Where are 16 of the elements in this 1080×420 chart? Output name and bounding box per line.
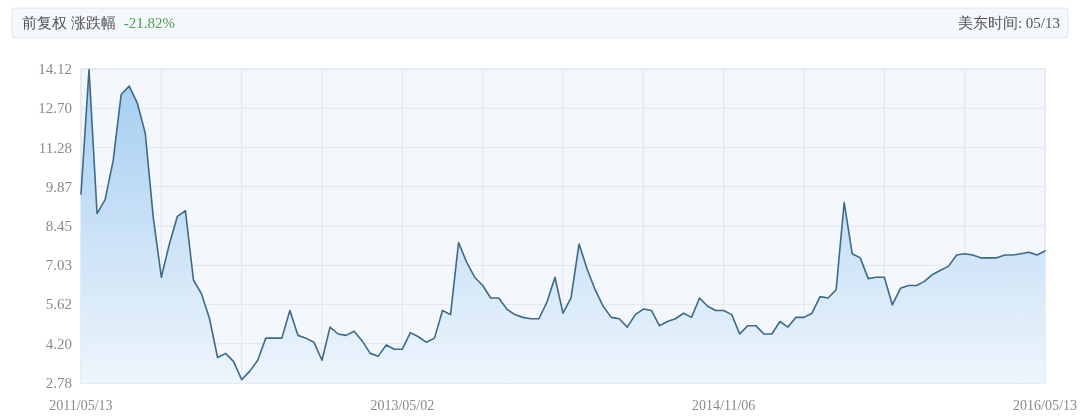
- x-tick-label: 2014/11/06: [692, 398, 756, 413]
- annotation: -21.82%: [123, 15, 175, 31]
- x-tick-label: 2013/05/02: [370, 398, 435, 413]
- y-tick-label: 8.45: [45, 218, 72, 234]
- y-tick-label: 7.03: [45, 257, 72, 274]
- x-tick-label: 2016/05/13: [1013, 398, 1077, 413]
- y-tick-label: 14.12: [38, 61, 72, 77]
- y-tick-label: 2.78: [45, 375, 72, 391]
- x-tick-label: 2011/05/13: [49, 398, 113, 413]
- y-tick-label: 4.20: [45, 335, 72, 352]
- annotation: 美东时间: 05/13: [957, 15, 1060, 31]
- y-tick-label: 5.62: [45, 296, 72, 313]
- y-tick-label: 12.70: [38, 100, 72, 117]
- title: 前复权 涨跌幅: [22, 15, 116, 31]
- y-tick-label: 11.28: [38, 139, 72, 156]
- y-tick-label: 9.87: [45, 178, 73, 195]
